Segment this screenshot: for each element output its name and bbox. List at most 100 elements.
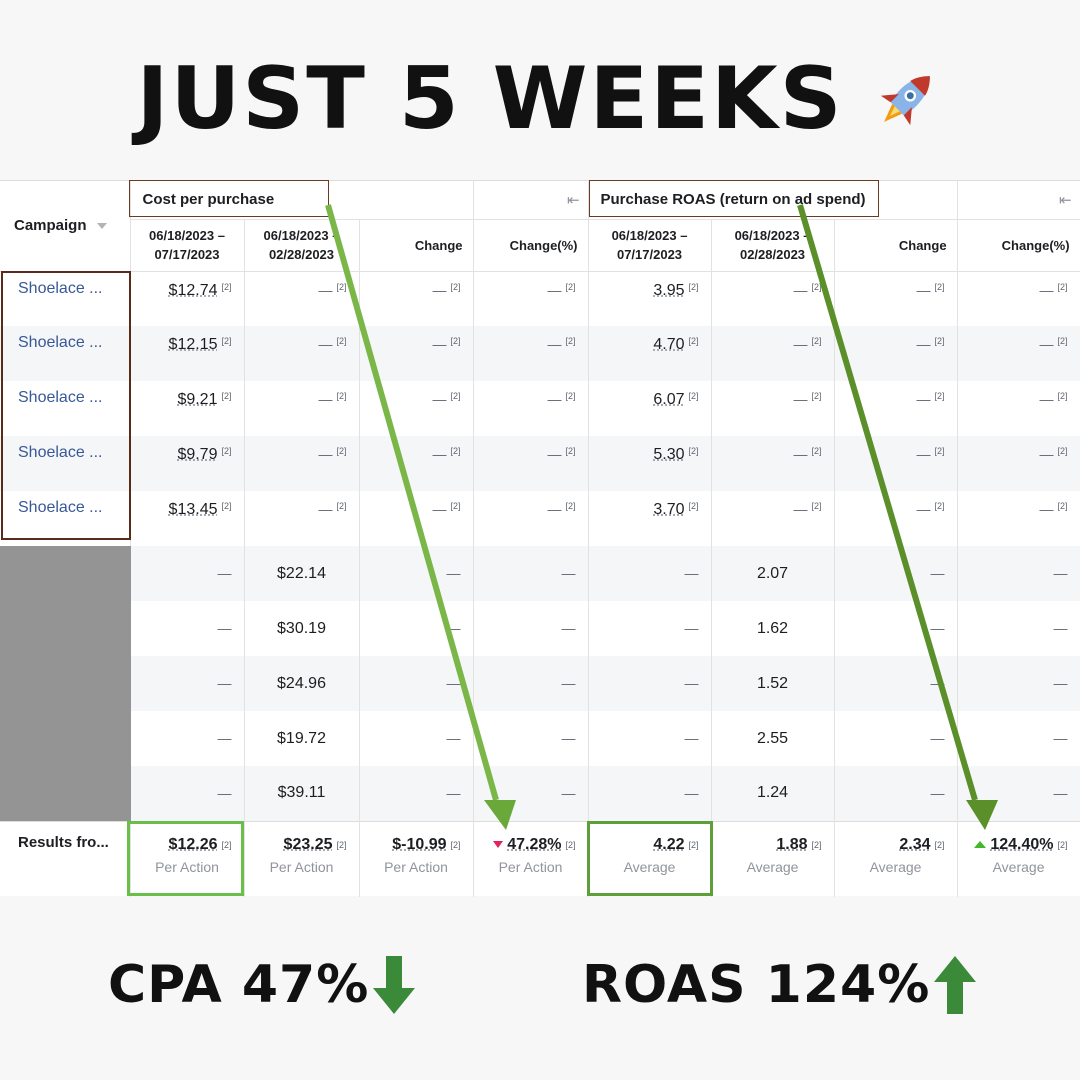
roas-summary: ROAS 124% xyxy=(582,945,978,1025)
table-row: Shoelace ... $13.45 [2] — [2] — [2] — [2] 3.70 [2]… xyxy=(0,491,1080,546)
decrease-triangle-icon xyxy=(493,841,504,849)
empty-cell: — [2] xyxy=(957,271,1080,326)
cpp-previous-cell: $19.72 xyxy=(244,711,360,766)
empty-cell: — xyxy=(957,601,1080,656)
empty-cell: — xyxy=(588,601,712,656)
empty-cell: — [2] xyxy=(711,436,835,491)
results-roas-change-pct: 124.40% [2] Average xyxy=(957,820,1080,897)
roas-summary-text: ROAS 124% xyxy=(582,955,931,1015)
empty-cell: — xyxy=(588,766,712,821)
period-b-header[interactable]: 06/18/2023 –02/28/2023 xyxy=(244,219,360,272)
empty-cell: — [2] xyxy=(957,326,1080,381)
campaign-rows: Shoelace ... $12.74 [2] — [2] — [2] — [2] 3.95 [2]… xyxy=(0,271,1080,546)
campaign-header-label: Campaign xyxy=(14,217,87,235)
roas-current-cell: 3.95 [2] xyxy=(588,271,712,326)
change-header[interactable]: Change xyxy=(359,219,474,272)
results-cpp-change: $-10.99 [2] Per Action xyxy=(359,820,474,897)
empty-cell: — xyxy=(834,711,958,766)
empty-cell: — [2] xyxy=(244,271,360,326)
collapse-icon[interactable]: ⇤ xyxy=(473,181,589,220)
collapse-icon[interactable]: ⇤ xyxy=(957,181,1080,220)
campaign-name-link[interactable]: Shoelace ... xyxy=(0,271,131,326)
campaign-name-link[interactable]: Shoelace ... xyxy=(0,436,131,491)
roas-previous-cell: 2.07 xyxy=(711,546,835,601)
empty-cell: — [2] xyxy=(359,491,474,546)
empty-cell: — xyxy=(473,601,589,656)
arrow-down-icon xyxy=(373,956,416,1014)
results-roas-b: 1.88 [2] Average xyxy=(711,820,835,897)
empty-cell: — xyxy=(957,766,1080,821)
redacted-campaign-cell xyxy=(0,601,131,656)
empty-cell: — [2] xyxy=(473,491,589,546)
cpp-previous-cell: $22.14 xyxy=(244,546,360,601)
empty-cell: — [2] xyxy=(957,436,1080,491)
empty-cell: — xyxy=(130,711,245,766)
cpp-current-cell: $12.15 [2] xyxy=(130,326,245,381)
empty-cell: — [2] xyxy=(473,271,589,326)
table-row: Shoelace ... $9.79 [2] — [2] — [2] — [2] 5.30 [2] —… xyxy=(0,436,1080,491)
empty-cell: — [2] xyxy=(359,326,474,381)
cpp-current-cell: $9.79 [2] xyxy=(130,436,245,491)
cpp-current-cell: $9.21 [2] xyxy=(130,381,245,436)
empty-cell: — [2] xyxy=(359,436,474,491)
rocket-icon xyxy=(880,76,930,126)
empty-cell: — xyxy=(834,601,958,656)
empty-cell: — xyxy=(359,656,474,711)
roas-previous-cell: 1.62 xyxy=(711,601,835,656)
empty-cell: — xyxy=(359,766,474,821)
empty-cell: — [2] xyxy=(244,491,360,546)
empty-cell: — xyxy=(473,656,589,711)
empty-cell: — [2] xyxy=(473,436,589,491)
empty-cell: — xyxy=(473,546,589,601)
empty-cell: — xyxy=(957,546,1080,601)
empty-cell: — [2] xyxy=(834,271,958,326)
arrow-up-icon xyxy=(934,956,977,1014)
redacted-campaign-cell xyxy=(0,766,131,821)
period-a-header[interactable]: 06/18/2023 –07/17/2023 xyxy=(588,219,712,272)
table-row: Shoelace ... $9.21 [2] — [2] — [2] — [2] 6.07 [2] —… xyxy=(0,381,1080,436)
campaign-name-link[interactable]: Shoelace ... xyxy=(0,381,131,436)
results-roas-a: 4.22 [2] Average xyxy=(588,820,712,897)
table-row: — $30.19— — —1.62— — xyxy=(0,601,1080,656)
results-roas-change: 2.34 [2] Average xyxy=(834,820,958,897)
empty-cell: — xyxy=(588,546,712,601)
empty-cell: — xyxy=(130,766,245,821)
campaign-column-header[interactable]: Campaign xyxy=(0,181,131,272)
empty-cell: — [2] xyxy=(473,381,589,436)
empty-cell: — xyxy=(130,546,245,601)
empty-cell: — xyxy=(359,546,474,601)
cpp-previous-cell: $30.19 xyxy=(244,601,360,656)
cpa-summary-text: CPA 47% xyxy=(108,955,370,1015)
empty-cell: — [2] xyxy=(834,491,958,546)
results-label: Results fro... xyxy=(0,820,131,897)
sort-caret-icon[interactable] xyxy=(96,223,107,230)
redacted-campaign-cell xyxy=(0,546,131,601)
empty-cell: — [2] xyxy=(711,381,835,436)
empty-cell: — xyxy=(473,766,589,821)
change-pct-header[interactable]: Change(%) xyxy=(957,219,1080,272)
cost-per-purchase-header: Cost per purchase xyxy=(130,181,474,220)
ads-report-table: Campaign Cost per purchase ⇤ Purchase RO… xyxy=(0,180,1080,897)
period-a-header[interactable]: 06/18/2023 –07/17/2023 xyxy=(130,219,245,272)
change-header[interactable]: Change xyxy=(834,219,958,272)
table-row: Shoelace ... $12.74 [2] — [2] — [2] — [2] 3.95 [2]… xyxy=(0,271,1080,326)
roas-current-cell: 4.70 [2] xyxy=(588,326,712,381)
period-b-header[interactable]: 06/18/2023 –02/28/2023 xyxy=(711,219,835,272)
campaign-name-link[interactable]: Shoelace ... xyxy=(0,491,131,546)
previous-period-rows: — $22.14— — —2.07— — — $30.19— — —1.62— — — $24.96—… xyxy=(0,546,1080,821)
empty-cell: — [2] xyxy=(957,381,1080,436)
empty-cell: — [2] xyxy=(711,326,835,381)
campaign-name-link[interactable]: Shoelace ... xyxy=(0,326,131,381)
empty-cell: — xyxy=(834,766,958,821)
empty-cell: — xyxy=(588,711,712,766)
table-row: Shoelace ... $12.15 [2] — [2] — [2] — [2] 4.70 [2]… xyxy=(0,326,1080,381)
roas-current-cell: 5.30 [2] xyxy=(588,436,712,491)
purchase-roas-header: Purchase ROAS (return on ad spend) xyxy=(588,181,958,220)
empty-cell: — xyxy=(957,711,1080,766)
results-cpp-b: $23.25 [2] Per Action xyxy=(244,820,360,897)
change-pct-header[interactable]: Change(%) xyxy=(473,219,589,272)
empty-cell: — [2] xyxy=(957,491,1080,546)
roas-previous-cell: 2.55 xyxy=(711,711,835,766)
headline-text: JUST 5 WEEKS xyxy=(136,49,844,149)
empty-cell: — [2] xyxy=(834,436,958,491)
